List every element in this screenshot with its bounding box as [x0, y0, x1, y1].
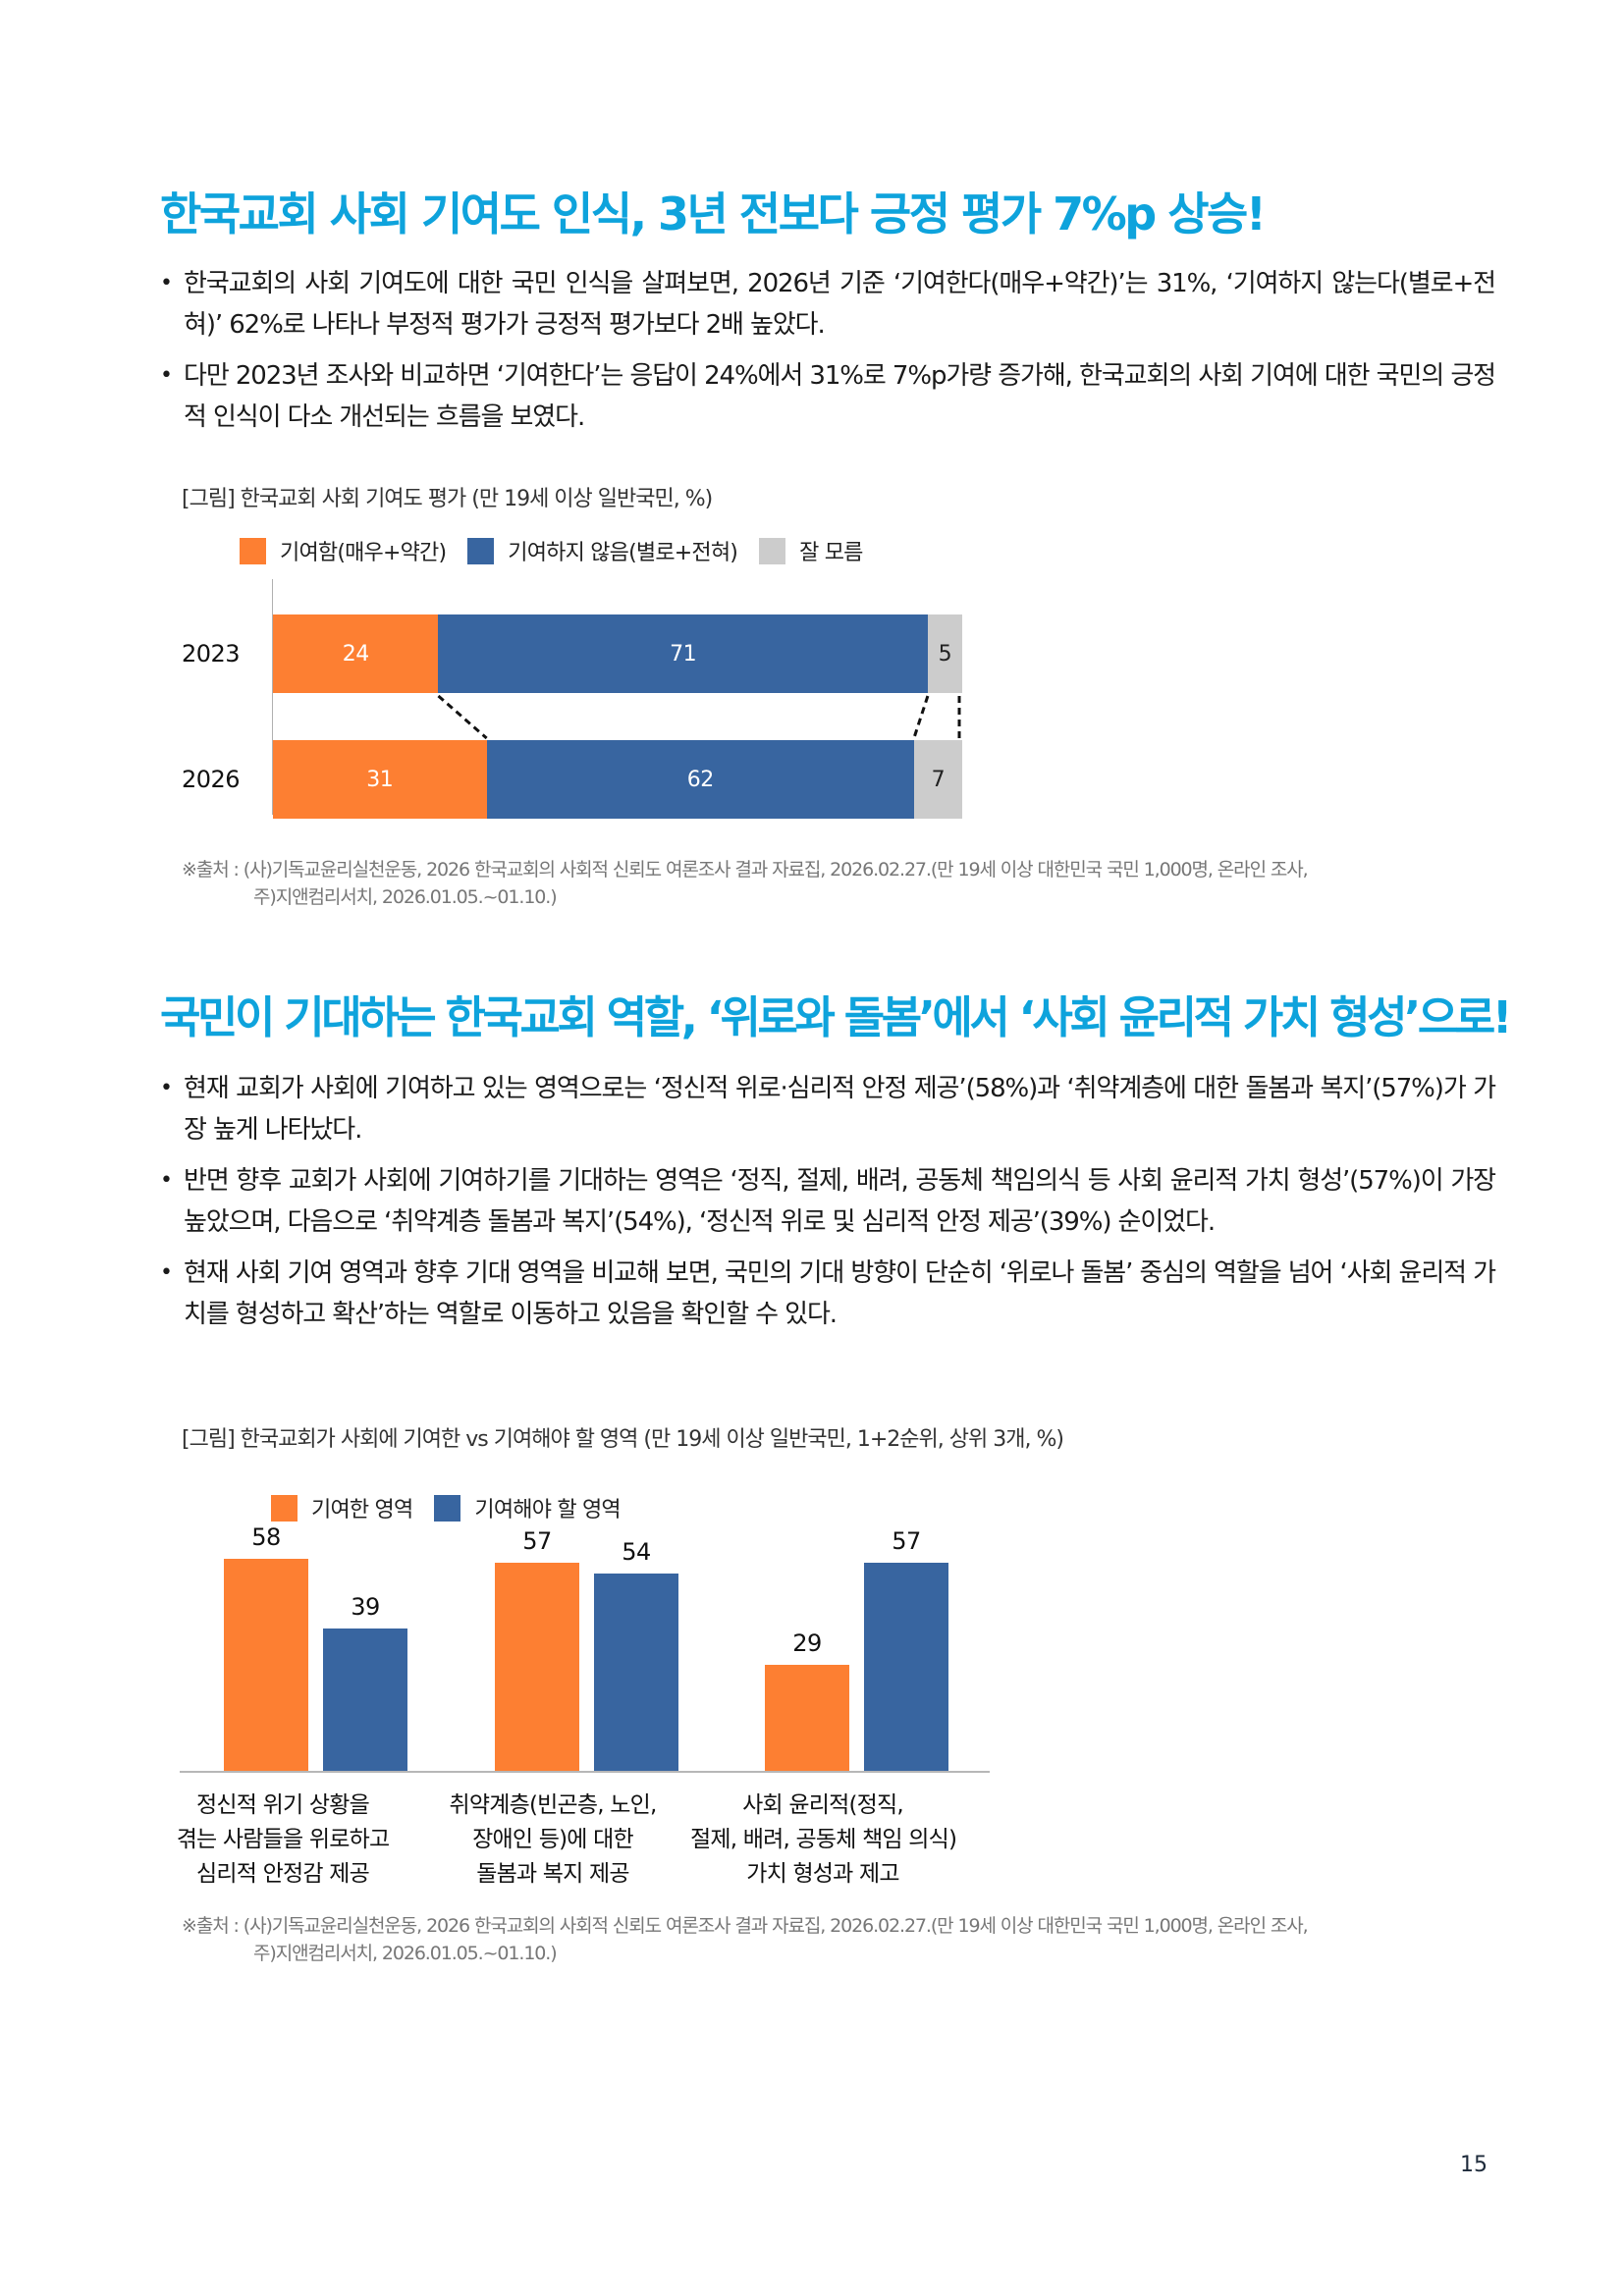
row-label-2026: 2026 [182, 766, 241, 793]
blue-swatch-icon [467, 537, 495, 564]
legend-item-contribute: 기여함(매우+약간) [240, 535, 447, 566]
figure2-legend: 기여한 영역 기여해야 할 영역 [271, 1492, 642, 1523]
bar-value-label: 57 [522, 1526, 552, 1555]
orange-swatch-icon [240, 537, 266, 564]
stack-row-2023: 24 71 5 [273, 614, 962, 693]
orange-swatch-icon [271, 1494, 298, 1522]
bar-value-label: 58 [251, 1523, 281, 1551]
bar-contributed [765, 1665, 849, 1771]
section2-title: 국민이 기대하는 한국교회 역할, ‘위로와 돌봄’에서 ‘사회 윤리적 가치 … [160, 991, 1512, 1043]
section1-title: 한국교회 사회 기여도 인식, 3년 전보다 긍정 평가 7%p 상승! [160, 187, 1267, 240]
section2-bullets: 현재 교회가 사회에 기여하고 있는 영역으로는 ‘정신적 위로·심리적 안정 … [160, 1068, 1496, 1345]
bar-should-contribute [594, 1573, 678, 1771]
segment-unknown: 7 [913, 740, 962, 819]
bullet-item: 한국교회의 사회 기여도에 대한 국민 인식을 살펴보면, 2026년 기준 ‘… [160, 263, 1496, 346]
legend-item-not-contribute: 기여하지 않음(별로+전혀) [467, 535, 738, 566]
legend-item-unknown: 잘 모름 [759, 535, 863, 566]
bullet-item: 현재 사회 기여 영역과 향후 기대 영역을 비교해 보면, 국민의 기대 방향… [160, 1253, 1496, 1335]
stack-row-2026: 31 62 7 [273, 740, 962, 819]
segment-not-contribute: 62 [486, 740, 914, 819]
blue-swatch-icon [434, 1494, 461, 1522]
figure2-source: ※출처 : (사)기독교윤리실천운동, 2026 한국교회의 사회적 신뢰도 여… [182, 1915, 1309, 1964]
category-label: 정신적 위기 상황을 겪는 사람들을 위로하고 심리적 안정감 제공 [176, 1792, 390, 1887]
stacked-bar-chart: 2023 2026 24 71 5 31 62 7 [167, 579, 1011, 825]
chart-baseline [180, 1771, 990, 1773]
bar-value-label: 29 [792, 1629, 822, 1657]
grouped-bar-chart: 58 39 57 54 29 57 정신적 위기 상황을 겪는 사람들을 위로하… [177, 1523, 995, 1924]
figure1-source: ※출처 : (사)기독교윤리실천운동, 2026 한국교회의 사회적 신뢰도 여… [182, 859, 1309, 908]
bullet-item: 다만 2023년 조사와 비교하면 ‘기여한다’는 응답이 24%에서 31%로… [160, 355, 1496, 438]
figure1-caption: [그림] 한국교회 사회 기여도 평가 (만 19세 이상 일반국민, %) [182, 487, 713, 511]
bar-contributed [495, 1562, 579, 1771]
bar-value-label: 54 [622, 1537, 651, 1566]
bullet-item: 현재 교회가 사회에 기여하고 있는 영역으로는 ‘정신적 위로·심리적 안정 … [160, 1068, 1496, 1150]
gray-swatch-icon [759, 537, 786, 564]
bar-value-label: 57 [892, 1526, 921, 1555]
segment-not-contribute: 71 [438, 614, 928, 693]
bar-value-label: 39 [351, 1592, 380, 1621]
category-label: 사회 윤리적(정직, 절제, 배려, 공동체 책임 의식) 가치 형성과 제고 [690, 1792, 957, 1887]
figure1-legend: 기여함(매우+약간) 기여하지 않음(별로+전혀) 잘 모름 [240, 535, 885, 566]
segment-contribute: 31 [273, 740, 487, 819]
section1-bullets: 한국교회의 사회 기여도에 대한 국민 인식을 살펴보면, 2026년 기준 ‘… [160, 263, 1496, 448]
legend-item-should-contribute: 기여해야 할 영역 [434, 1492, 622, 1523]
bar-contributed [224, 1559, 308, 1771]
bar-should-contribute [864, 1562, 948, 1771]
bullet-item: 반면 향후 교회가 사회에 기여하기를 기대하는 영역은 ‘정직, 절제, 배려… [160, 1160, 1496, 1243]
legend-item-contributed: 기여한 영역 [271, 1492, 413, 1523]
segment-unknown: 5 [927, 614, 962, 693]
page-number: 15 [1460, 2153, 1488, 2177]
segment-contribute: 24 [273, 614, 439, 693]
figure2-caption: [그림] 한국교회가 사회에 기여한 vs 기여해야 할 영역 (만 19세 이… [182, 1427, 1064, 1452]
bar-should-contribute [323, 1628, 407, 1771]
row-label-2023: 2023 [182, 640, 241, 667]
category-label: 취약계층(빈곤층, 노인, 장애인 등)에 대한 돌봄과 복지 제공 [449, 1792, 658, 1887]
chart-axis-line [272, 579, 273, 815]
